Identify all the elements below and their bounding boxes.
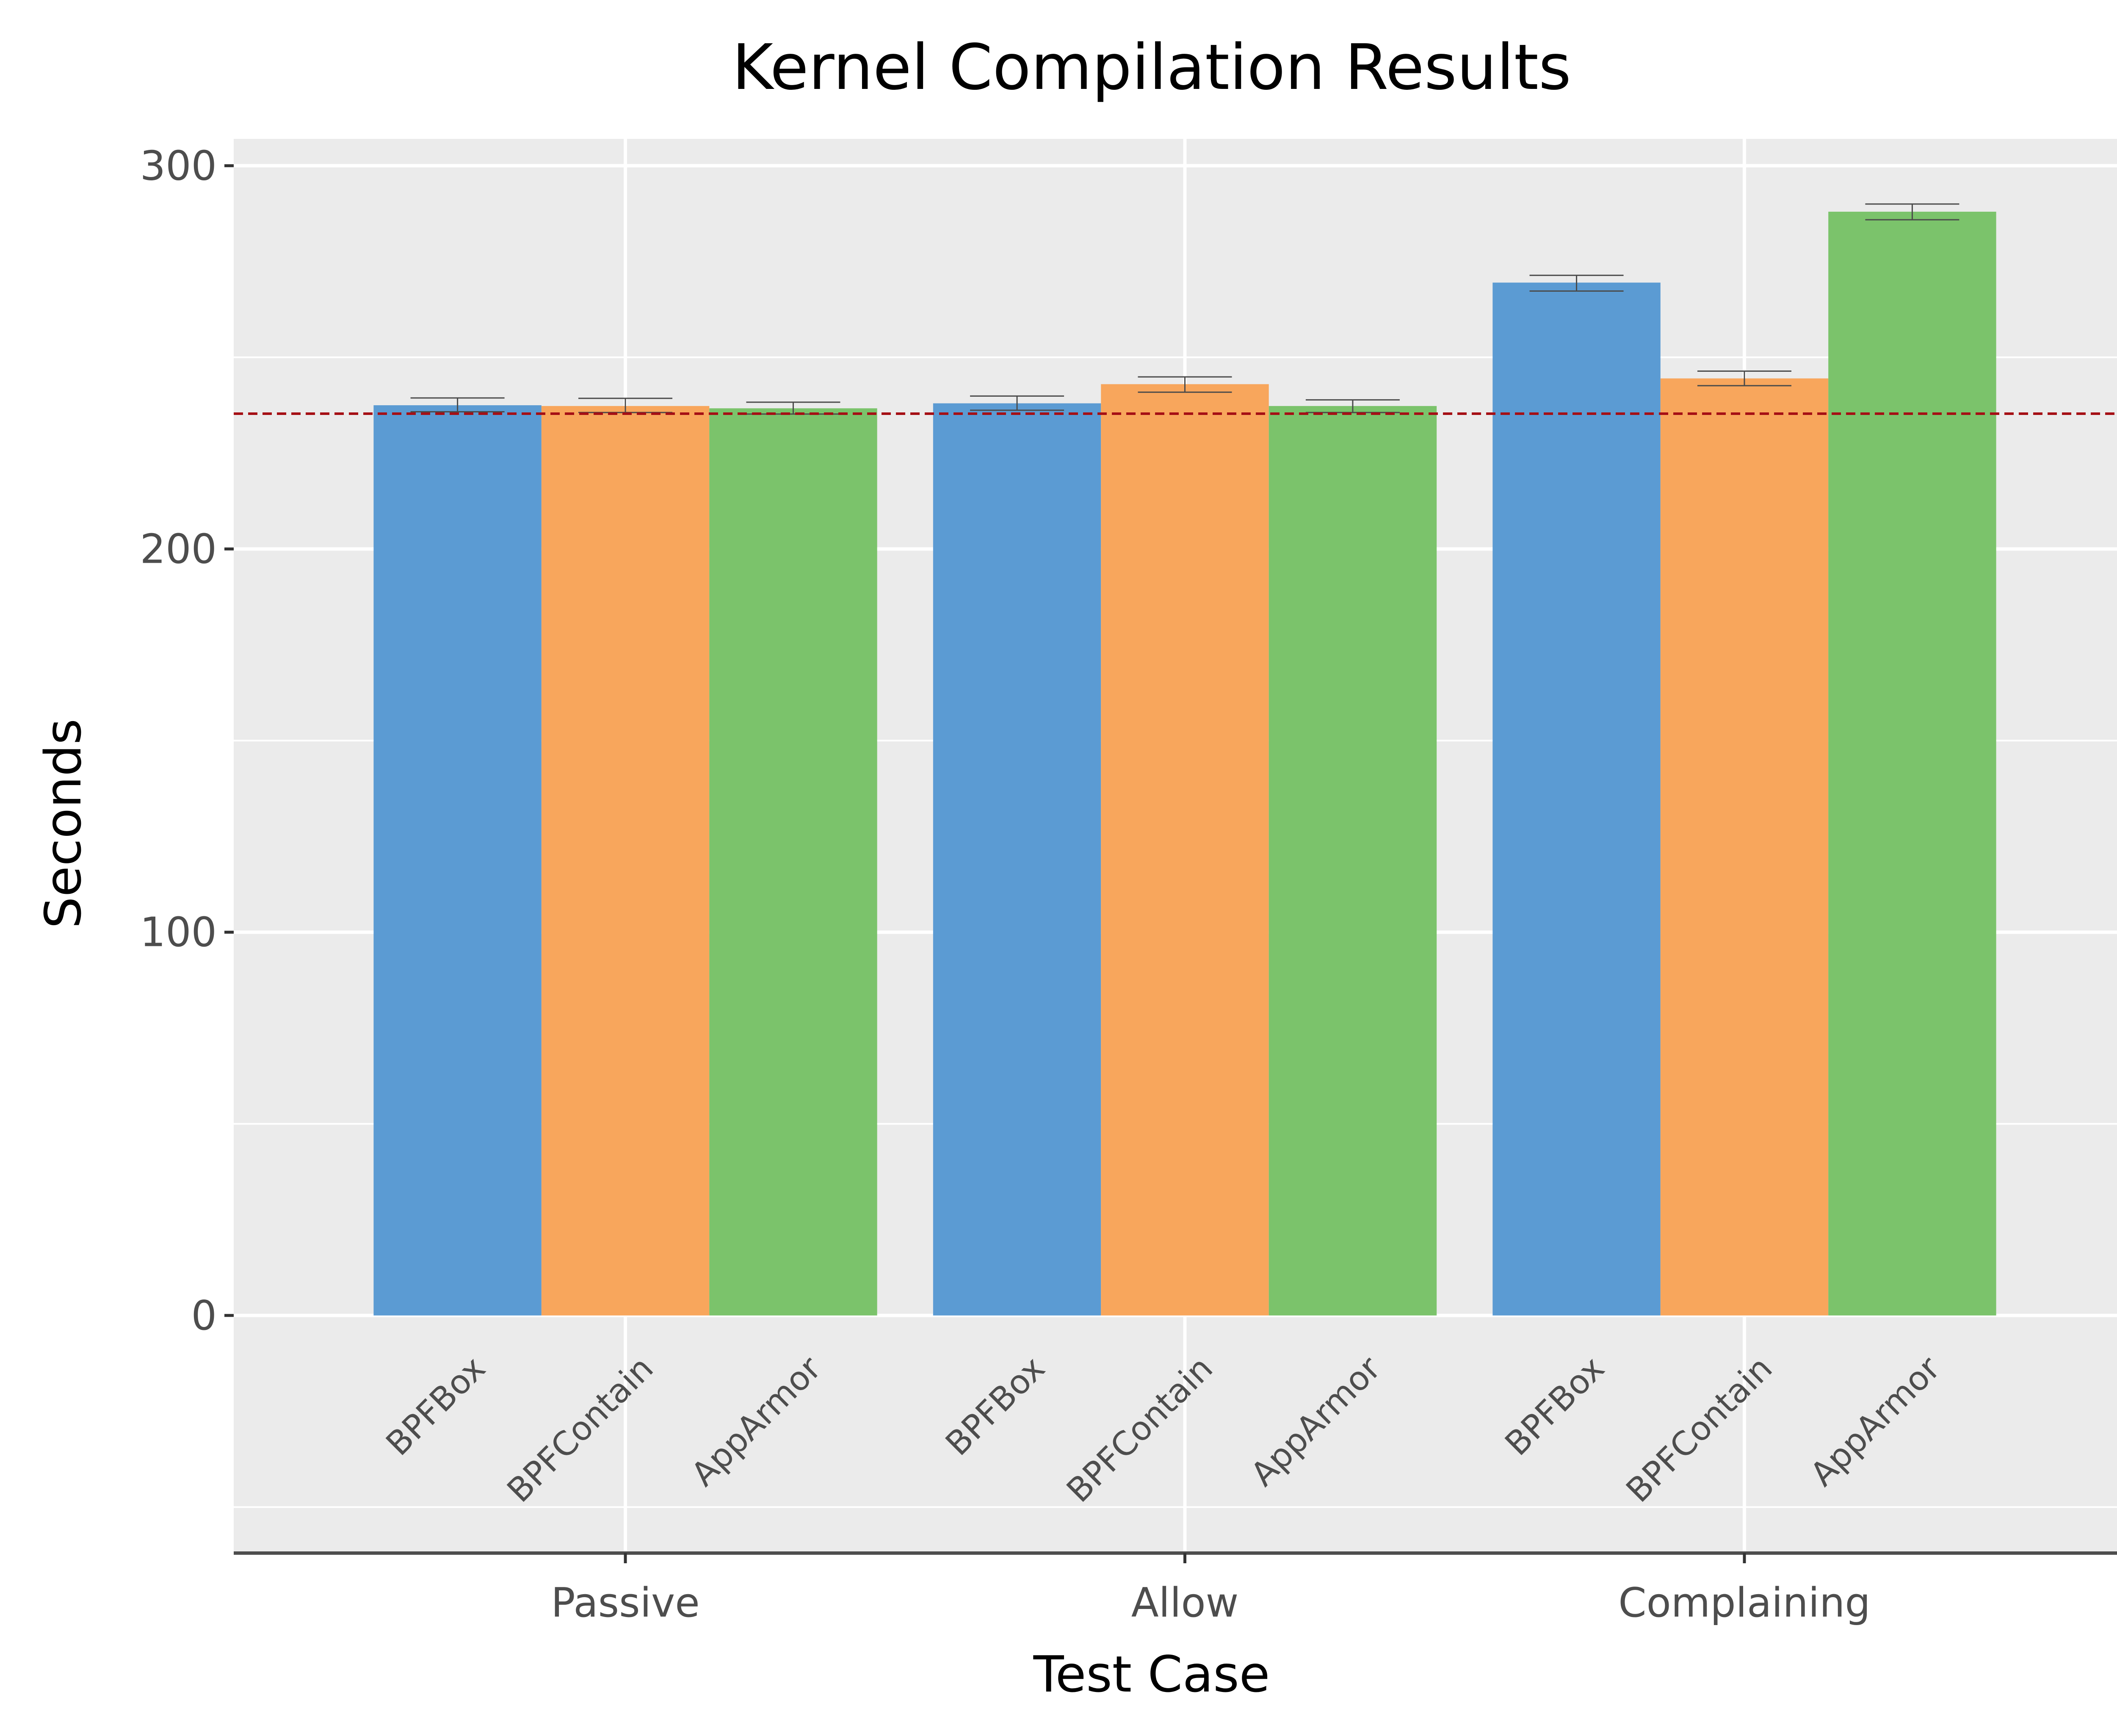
bar [709,408,877,1316]
bar [1101,384,1269,1316]
error-bar [970,395,1064,411]
x-tick-label: Complaining [1618,1580,1870,1626]
bar [373,405,542,1316]
y-tick-label: 300 [140,143,217,189]
error-bar [1138,376,1232,393]
x-tick-label: Allow [1131,1580,1239,1626]
error-bar [1865,203,1959,221]
error-bar [410,397,505,412]
y-tick-label: 200 [140,526,217,573]
y-axis-title: Seconds [34,719,92,929]
bar [933,403,1101,1316]
bar [1828,211,1996,1316]
x-axis: Passive Allow Complaining [234,1551,2117,1626]
error-bar [1529,274,1624,292]
bar [1269,406,1437,1316]
y-axis: 0 100 200 300 [140,143,234,1339]
error-bar [1697,370,1791,387]
x-tick-label: Passive [551,1580,699,1626]
bar [541,406,710,1316]
x-axis-title: Test Case [1033,1645,1270,1703]
bar [1492,282,1661,1316]
y-tick-label: 0 [191,1293,217,1339]
y-tick-label: 100 [140,909,217,956]
bar [1660,378,1829,1316]
bars [373,211,1996,1316]
chart-title: Kernel Compilation Results [732,31,1571,104]
